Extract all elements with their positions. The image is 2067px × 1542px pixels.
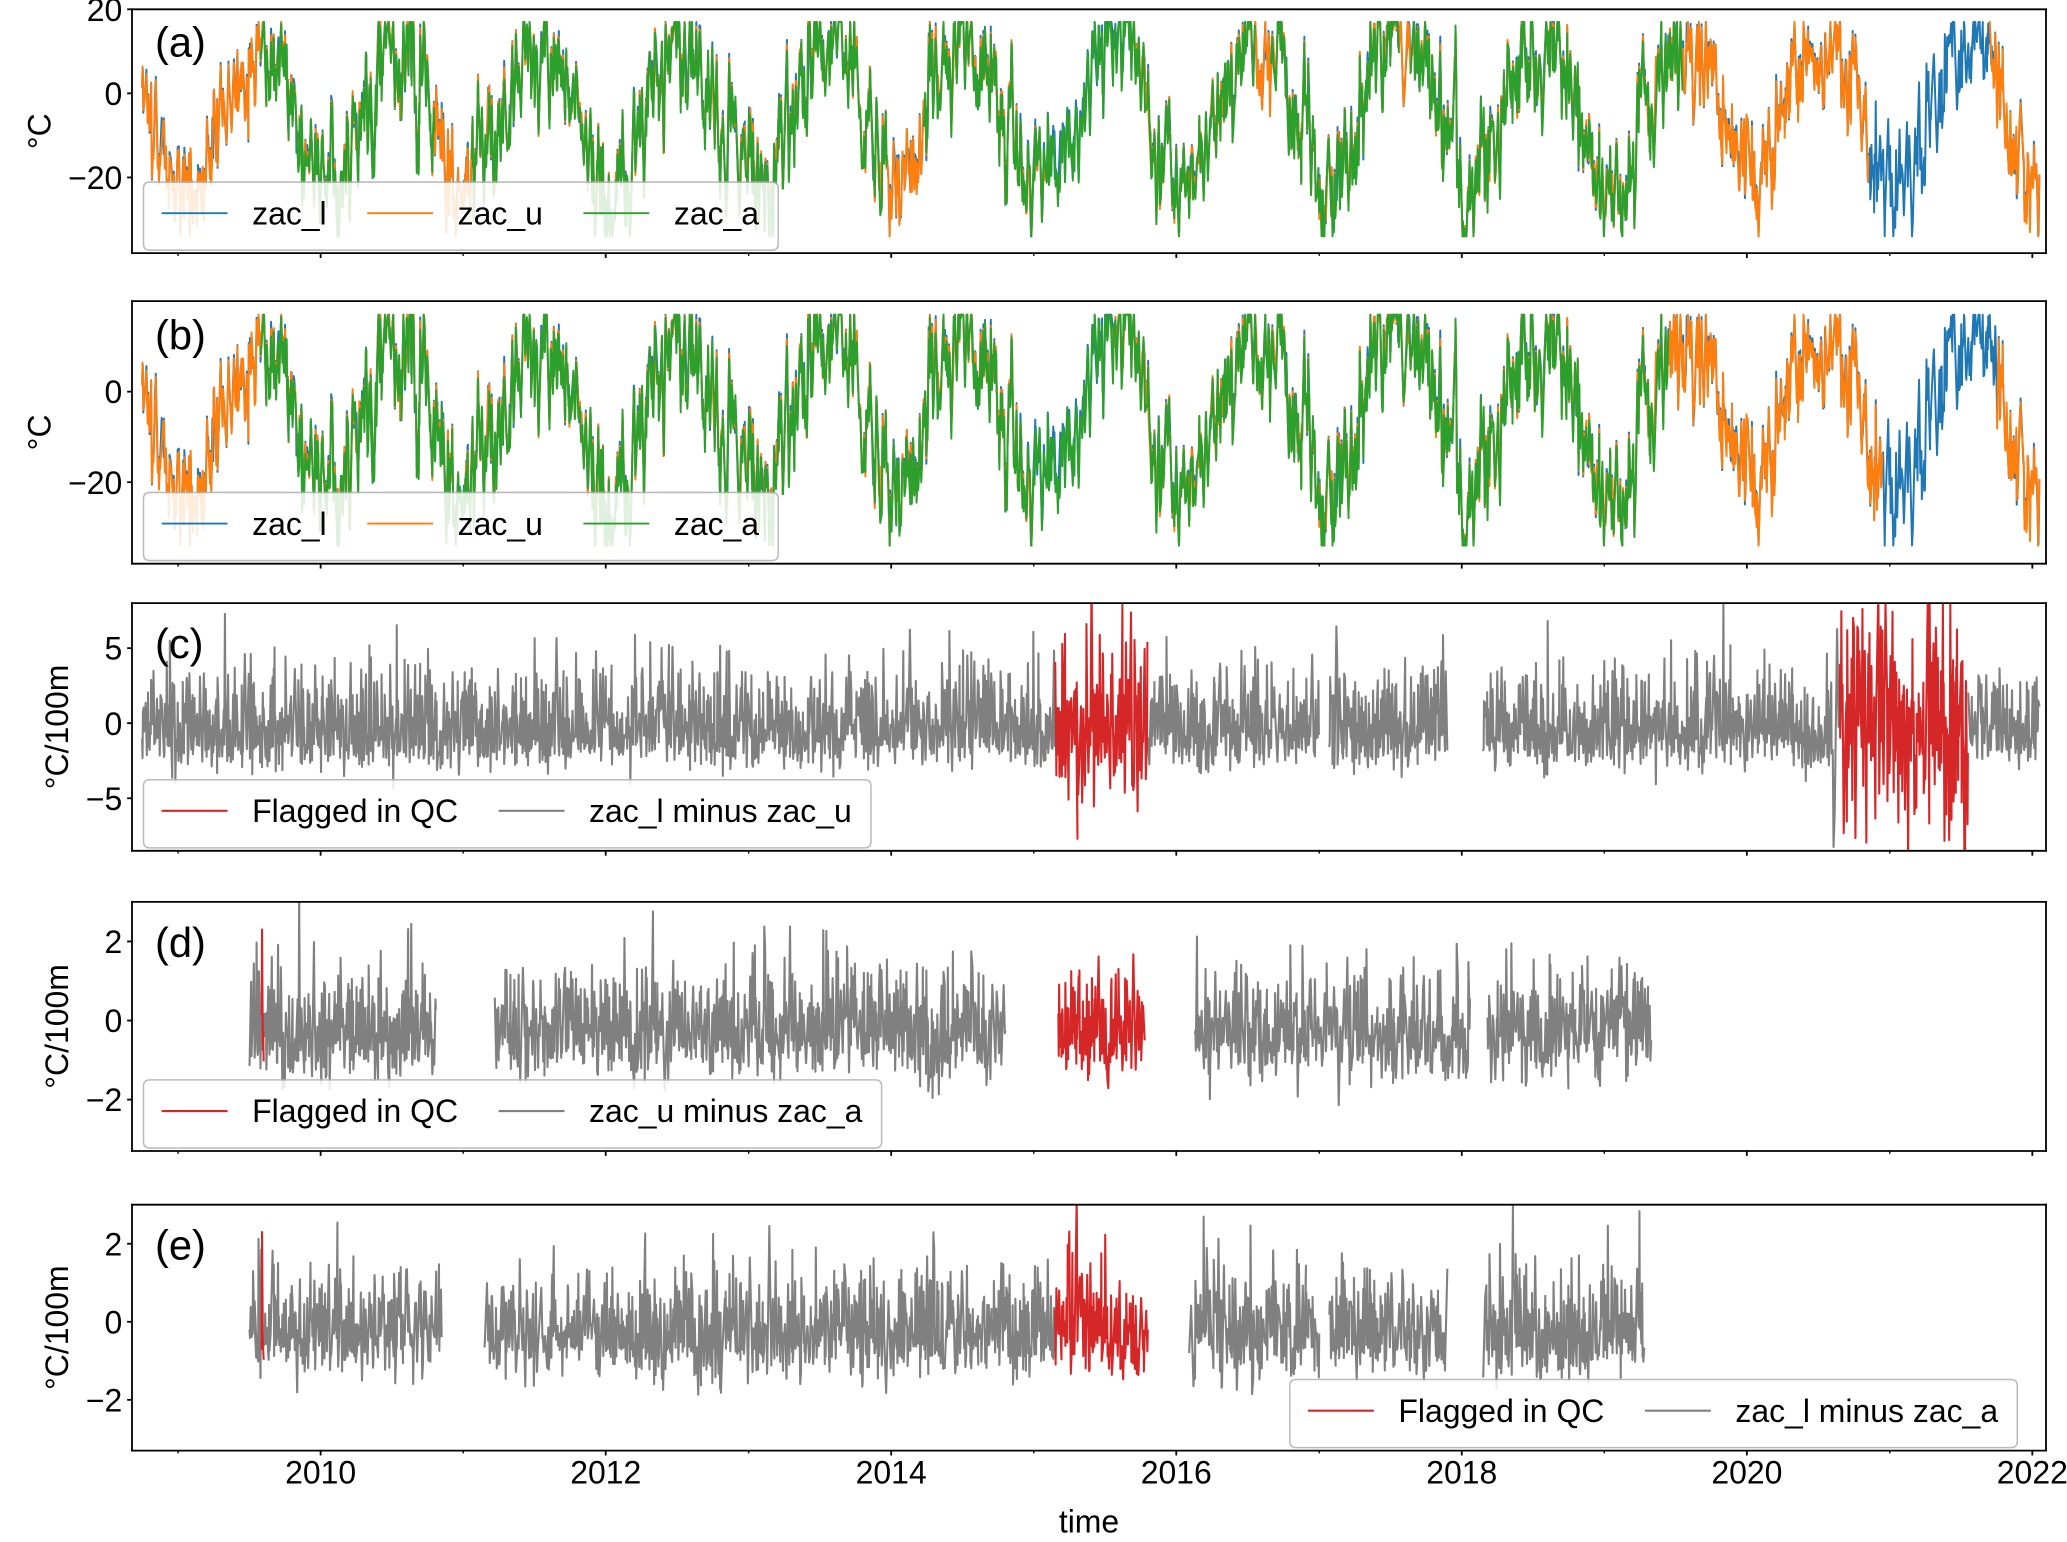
svg-text:Flagged in QC: Flagged in QC bbox=[252, 1093, 458, 1129]
svg-text:zac_l: zac_l bbox=[252, 506, 327, 542]
svg-text:0: 0 bbox=[105, 1003, 123, 1039]
svg-text:0: 0 bbox=[105, 706, 123, 742]
svg-text:2016: 2016 bbox=[1141, 1454, 1212, 1490]
svg-text:−5: −5 bbox=[86, 781, 122, 817]
svg-text:Flagged in QC: Flagged in QC bbox=[252, 793, 458, 829]
svg-text:°C: °C bbox=[21, 113, 57, 149]
svg-text:zac_a: zac_a bbox=[674, 195, 759, 231]
svg-text:zac_l minus zac_u: zac_l minus zac_u bbox=[589, 793, 852, 829]
svg-text:2022: 2022 bbox=[1997, 1454, 2067, 1490]
svg-text:zac_u: zac_u bbox=[458, 506, 543, 542]
svg-text:Flagged in QC: Flagged in QC bbox=[1398, 1393, 1604, 1429]
svg-text:(b): (b) bbox=[155, 312, 206, 359]
svg-text:°C: °C bbox=[21, 414, 57, 450]
svg-text:−2: −2 bbox=[86, 1082, 122, 1118]
svg-text:0: 0 bbox=[105, 374, 123, 410]
svg-text:time: time bbox=[1059, 1504, 1119, 1540]
svg-text:2010: 2010 bbox=[285, 1454, 356, 1490]
svg-text:zac_l minus zac_a: zac_l minus zac_a bbox=[1735, 1393, 1998, 1429]
svg-text:(a): (a) bbox=[155, 19, 206, 66]
svg-text:zac_u minus zac_a: zac_u minus zac_a bbox=[589, 1093, 863, 1129]
svg-text:°C/100m: °C/100m bbox=[39, 665, 75, 790]
svg-text:20: 20 bbox=[87, 0, 123, 28]
svg-text:5: 5 bbox=[105, 631, 123, 667]
svg-text:2: 2 bbox=[105, 924, 123, 960]
svg-text:2012: 2012 bbox=[570, 1454, 641, 1490]
svg-text:0: 0 bbox=[105, 1304, 123, 1340]
svg-text:2018: 2018 bbox=[1426, 1454, 1497, 1490]
svg-text:−20: −20 bbox=[68, 160, 122, 196]
svg-text:(e): (e) bbox=[155, 1221, 206, 1268]
svg-text:(c): (c) bbox=[155, 620, 204, 667]
svg-text:zac_l: zac_l bbox=[252, 195, 327, 231]
svg-text:(d): (d) bbox=[155, 919, 206, 966]
svg-text:°C/100m: °C/100m bbox=[39, 1265, 75, 1390]
svg-text:zac_a: zac_a bbox=[674, 506, 759, 542]
svg-text:−2: −2 bbox=[86, 1382, 122, 1418]
svg-text:2: 2 bbox=[105, 1226, 123, 1262]
svg-text:−20: −20 bbox=[68, 465, 122, 501]
svg-text:°C/100m: °C/100m bbox=[39, 964, 75, 1089]
svg-text:2014: 2014 bbox=[856, 1454, 927, 1490]
svg-text:0: 0 bbox=[105, 76, 123, 112]
svg-text:zac_u: zac_u bbox=[458, 195, 543, 231]
svg-text:2020: 2020 bbox=[1711, 1454, 1782, 1490]
